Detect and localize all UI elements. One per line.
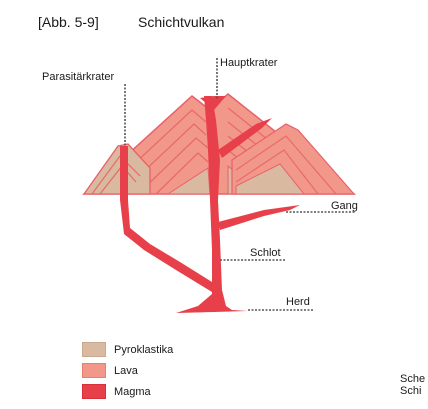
legend-swatch <box>82 342 106 357</box>
leader-lines <box>124 58 356 311</box>
figure-number: [Abb. 5-9] <box>38 14 99 30</box>
legend-swatch <box>82 363 106 378</box>
figure-caption: [Abb. 5-9] Schichtvulkan <box>38 14 224 30</box>
label-schlot: Schlot <box>250 247 281 259</box>
figure-title: Schichtvulkan <box>138 14 225 30</box>
magma-system <box>120 96 300 313</box>
legend-label: Lava <box>114 364 138 377</box>
legend-item-pyroklastika: Pyroklastika <box>82 339 173 360</box>
cut-off-line-2: Schi <box>400 385 422 397</box>
volcano-cone <box>82 93 357 195</box>
pyroclastic-core <box>166 167 211 195</box>
legend-label: Magma <box>114 385 151 398</box>
hauptkrater-magma <box>200 96 226 110</box>
cut-off-text: Sche Schi <box>400 373 425 397</box>
schlot-conduit <box>176 96 248 313</box>
label-gang: Gang <box>331 200 358 212</box>
gang-dike <box>218 205 300 230</box>
legend-label: Pyroklastika <box>114 343 174 356</box>
label-hauptkrater: Hauptkrater <box>220 57 278 69</box>
legend-item-lava: Lava <box>82 360 173 381</box>
label-herd: Herd <box>286 296 310 308</box>
legend: Pyroklastika Lava Magma <box>82 339 173 402</box>
label-parasitaerkrater: Parasitärkrater <box>42 71 114 83</box>
parasitic-conduit <box>120 146 212 292</box>
legend-item-magma: Magma <box>82 381 173 402</box>
cut-off-line-1: Sche <box>400 373 426 385</box>
flank-branch <box>218 118 272 158</box>
legend-swatch <box>82 384 106 399</box>
